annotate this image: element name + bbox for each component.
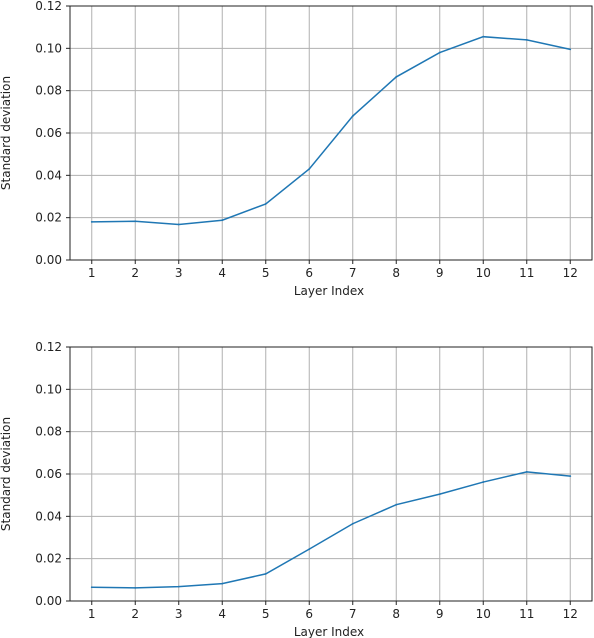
- y-tick-label: 0.00: [35, 594, 62, 608]
- data-point: [177, 585, 180, 588]
- x-tick-label: 10: [476, 266, 491, 280]
- data-point: [525, 470, 528, 473]
- series-line: [91, 35, 571, 226]
- x-tick-label: 4: [218, 607, 226, 621]
- x-tick-label: 3: [175, 607, 183, 621]
- x-tick-label: 8: [392, 607, 400, 621]
- data-point: [308, 168, 311, 170]
- x-tick-label: 6: [305, 607, 313, 621]
- x-tick-label: 4: [218, 266, 226, 280]
- x-tick-label: 3: [175, 266, 183, 280]
- y-tick-label: 0.02: [35, 552, 62, 566]
- data-point: [351, 522, 354, 525]
- data-point: [308, 548, 311, 551]
- x-axis-label: Layer Index: [294, 625, 364, 638]
- y-tick-label: 0.06: [35, 126, 62, 140]
- chart-1: 1 2 3 4 5 6 7 8 9 10 11 120.000.020.040.060.080.100…: [0, 0, 593, 298]
- x-tick-label: 7: [349, 266, 357, 280]
- x-tick-label: 5: [262, 607, 270, 621]
- y-axis-label: Standard deviation: [0, 76, 13, 190]
- x-tick-label: 10: [476, 607, 491, 621]
- chart-2: 1 2 3 4 5 6 7 8 9 10 11 120.000.020.040.060.080.100…: [0, 340, 593, 638]
- data-point: [351, 115, 354, 117]
- y-tick-label: 0.04: [35, 509, 62, 523]
- data-point: [90, 586, 93, 589]
- y-tick-label: 0.10: [35, 382, 62, 396]
- y-tick-label: 0.08: [35, 425, 62, 439]
- x-tick-label: 11: [519, 607, 534, 621]
- x-tick-label: 12: [563, 266, 578, 280]
- y-tick-label: 0.02: [35, 211, 62, 225]
- series-line: [91, 471, 571, 589]
- x-axis-label: Layer Index: [294, 284, 364, 298]
- x-tick-label: 2: [131, 266, 139, 280]
- x-tick-label: 6: [305, 266, 313, 280]
- y-tick-label: 0.08: [35, 84, 62, 98]
- x-tick-label: 12: [563, 607, 578, 621]
- data-point: [134, 586, 137, 589]
- y-tick-label: 0.00: [35, 253, 62, 267]
- y-tick-label: 0.04: [35, 168, 62, 182]
- data-point: [569, 48, 572, 51]
- y-tick-label: 0.12: [35, 340, 62, 354]
- data-point: [395, 76, 398, 78]
- x-tick-label: 9: [436, 266, 444, 280]
- x-tick-label: 1: [88, 607, 96, 621]
- data-point: [482, 481, 485, 483]
- data-point: [221, 219, 224, 222]
- data-point: [177, 223, 180, 226]
- data-point: [134, 220, 137, 223]
- data-point: [264, 573, 267, 575]
- data-point: [438, 51, 441, 54]
- x-tick-label: 11: [519, 266, 534, 280]
- data-point: [264, 203, 267, 205]
- x-tick-label: 2: [131, 607, 139, 621]
- data-point: [438, 493, 441, 496]
- data-point: [525, 38, 528, 41]
- x-tick-label: 9: [436, 607, 444, 621]
- data-point: [395, 503, 398, 506]
- x-tick-label: 8: [392, 266, 400, 280]
- y-tick-label: 0.12: [35, 0, 62, 13]
- x-tick-label: 1: [88, 266, 96, 280]
- data-point: [569, 475, 572, 478]
- x-tick-label: 5: [262, 266, 270, 280]
- y-axis-label: Standard deviation: [0, 417, 13, 531]
- y-tick-label: 0.10: [35, 41, 62, 55]
- data-point: [482, 35, 485, 38]
- data-point: [221, 582, 224, 585]
- y-tick-label: 0.06: [35, 467, 62, 481]
- data-point: [90, 221, 93, 223]
- x-tick-label: 7: [349, 607, 357, 621]
